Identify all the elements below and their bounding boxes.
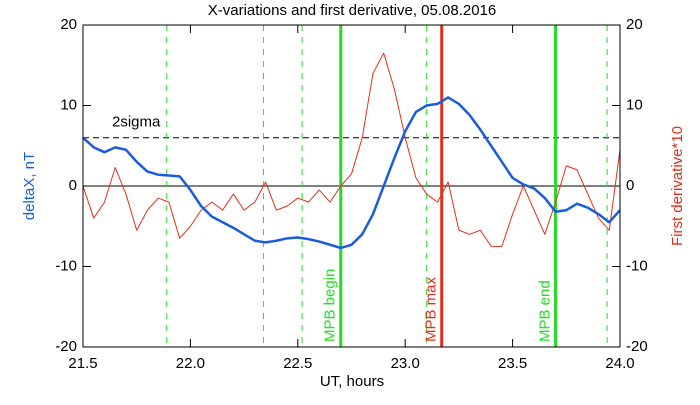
event-label: MPB begin bbox=[322, 269, 339, 342]
x-axis-label: UT, hours bbox=[320, 373, 384, 390]
y-tick-label: 10 bbox=[60, 96, 77, 113]
x-tick-label: 23.0 bbox=[391, 355, 420, 372]
data-line bbox=[82, 96, 621, 250]
y2-tick-label: -10 bbox=[626, 257, 648, 274]
y2-axis-label: First derivative*10 bbox=[669, 126, 686, 246]
y2-tick-label: -20 bbox=[626, 338, 648, 355]
data-line bbox=[82, 52, 621, 247]
x-tick-label: 22.0 bbox=[176, 355, 205, 372]
x-tick-label: 24.0 bbox=[605, 355, 634, 372]
event-label: MPB end bbox=[537, 280, 554, 342]
plot-frame bbox=[82, 24, 621, 348]
chart-title: X-variations and first derivative, 05.08… bbox=[208, 2, 497, 19]
y2-tick-label: 10 bbox=[626, 96, 643, 113]
x-tick-label: 21.5 bbox=[68, 355, 97, 372]
y-tick-label: 0 bbox=[69, 177, 77, 194]
y2-tick-label: 20 bbox=[626, 16, 643, 33]
y2-tick-label: 0 bbox=[626, 177, 634, 194]
x-tick-label: 22.5 bbox=[283, 355, 312, 372]
y-tick-label: -20 bbox=[55, 338, 77, 355]
y-tick-label: 20 bbox=[60, 16, 77, 33]
reference-label: 2sigma bbox=[112, 114, 161, 131]
y-axis-label: deltaX, nT bbox=[21, 152, 38, 220]
event-label: MPB max bbox=[423, 276, 440, 342]
y-tick-label: -10 bbox=[55, 257, 77, 274]
x-tick-label: 23.5 bbox=[498, 355, 527, 372]
